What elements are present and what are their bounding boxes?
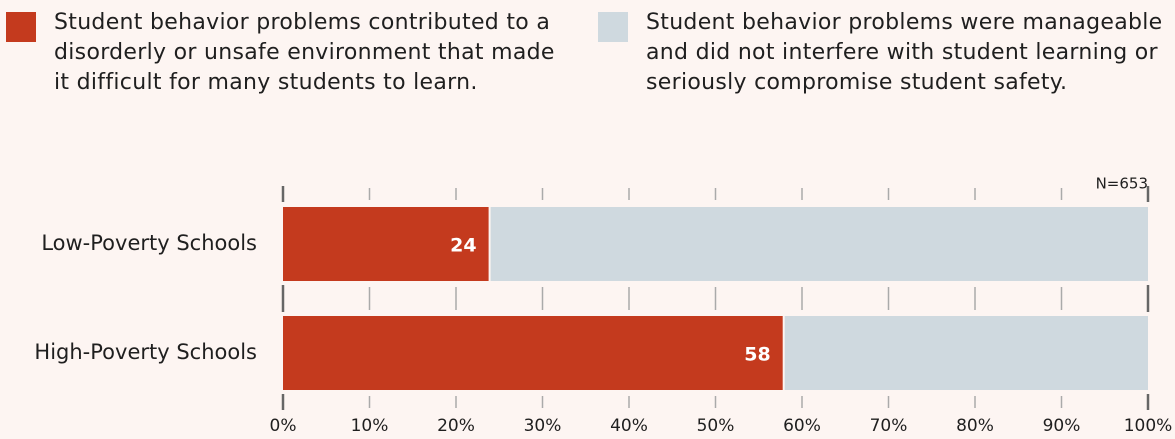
x-tick-label: 100%	[1124, 416, 1173, 436]
legend-item: Student behavior problems were manageabl…	[598, 8, 1168, 98]
legend-label: Student behavior problems were manageabl…	[646, 10, 1163, 95]
category-label: Low-Poverty Schools	[41, 231, 257, 255]
x-tick-label: 50%	[697, 416, 735, 436]
x-tick-label: 90%	[1043, 416, 1081, 436]
x-tick-label: 60%	[783, 416, 821, 436]
x-tick-label: 30%	[524, 416, 562, 436]
bar-segment	[283, 316, 783, 390]
annotation: N=653	[1096, 175, 1148, 193]
x-tick-label: 20%	[437, 416, 475, 436]
x-tick-label: 10%	[351, 416, 389, 436]
bar-segment	[283, 207, 489, 281]
value-label: 58	[744, 344, 770, 366]
legend-label: Student behavior problems contributed to…	[54, 10, 555, 95]
bar-segment	[784, 316, 1148, 390]
bar-segment	[490, 207, 1149, 281]
x-tick-label: 80%	[956, 416, 994, 436]
legend-swatch	[6, 12, 36, 42]
x-tick-label: 40%	[610, 416, 648, 436]
x-tick-label: 70%	[870, 416, 908, 436]
value-label: 24	[450, 235, 476, 257]
legend-item: Student behavior problems contributed to…	[6, 8, 566, 98]
x-tick-label: 0%	[270, 416, 297, 436]
legend-swatch	[598, 12, 628, 42]
category-label: High-Poverty Schools	[34, 340, 257, 364]
